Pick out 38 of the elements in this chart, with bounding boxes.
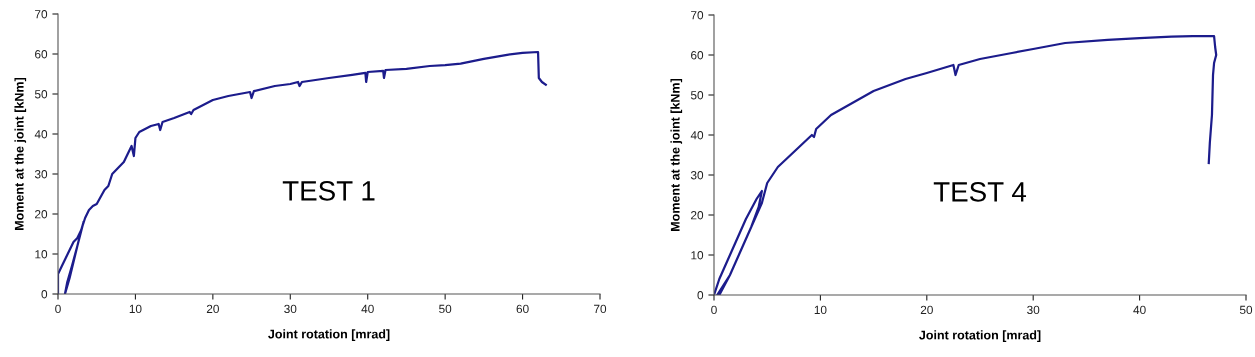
y-tick-label: 20 xyxy=(35,210,48,219)
x-tick-label: 0 xyxy=(55,304,61,314)
x-tick-label: 30 xyxy=(284,304,297,314)
y-tick-label: 10 xyxy=(35,250,48,259)
y-tick-label: 40 xyxy=(690,131,704,140)
y-tick-label: 60 xyxy=(691,51,704,60)
x-tick-label: 30 xyxy=(1027,305,1040,315)
x-tick-label: 40 xyxy=(1133,305,1146,315)
y-tick-label: 50 xyxy=(690,91,704,100)
x-tick-label: 50 xyxy=(439,304,452,314)
y-tick-label: 50 xyxy=(34,90,48,99)
y-tick-label: 0 xyxy=(697,291,704,300)
x-tick-label: 70 xyxy=(594,304,607,314)
x-tick-label: 10 xyxy=(814,305,827,315)
y-tick-label: 70 xyxy=(35,10,48,19)
x-axis-title: Joint rotation [mrad] xyxy=(268,329,390,341)
y-tick-label: 30 xyxy=(690,171,704,180)
line-series xyxy=(58,50,547,294)
x-tick-label: 20 xyxy=(920,305,933,315)
line-series xyxy=(714,35,1218,295)
y-tick-label: 60 xyxy=(35,50,48,59)
annotation: TEST 4 xyxy=(933,181,1027,202)
x-tick-label: 10 xyxy=(129,304,142,314)
y-tick-label: 40 xyxy=(34,130,48,139)
x-tick-label: 0 xyxy=(711,305,717,315)
x-tick-label: 40 xyxy=(361,304,374,314)
y-tick-label: 20 xyxy=(691,211,704,220)
annotation: TEST 1 xyxy=(282,180,375,201)
y-tick-label: 70 xyxy=(691,11,704,20)
x-tick-label: 60 xyxy=(516,304,529,314)
y-tick-label: 0 xyxy=(41,290,48,299)
x-tick-label: 20 xyxy=(206,304,219,314)
x-tick-label: 50 xyxy=(1239,305,1253,315)
x-axis-title: Joint rotation [mrad] xyxy=(919,330,1041,342)
y-axis-title: Moment at the joint [kNm] xyxy=(670,78,683,231)
y-tick-label: 10 xyxy=(691,251,704,260)
y-axis-title: Moment at the joint [kNm] xyxy=(14,77,27,230)
y-tick-label: 30 xyxy=(34,170,48,179)
